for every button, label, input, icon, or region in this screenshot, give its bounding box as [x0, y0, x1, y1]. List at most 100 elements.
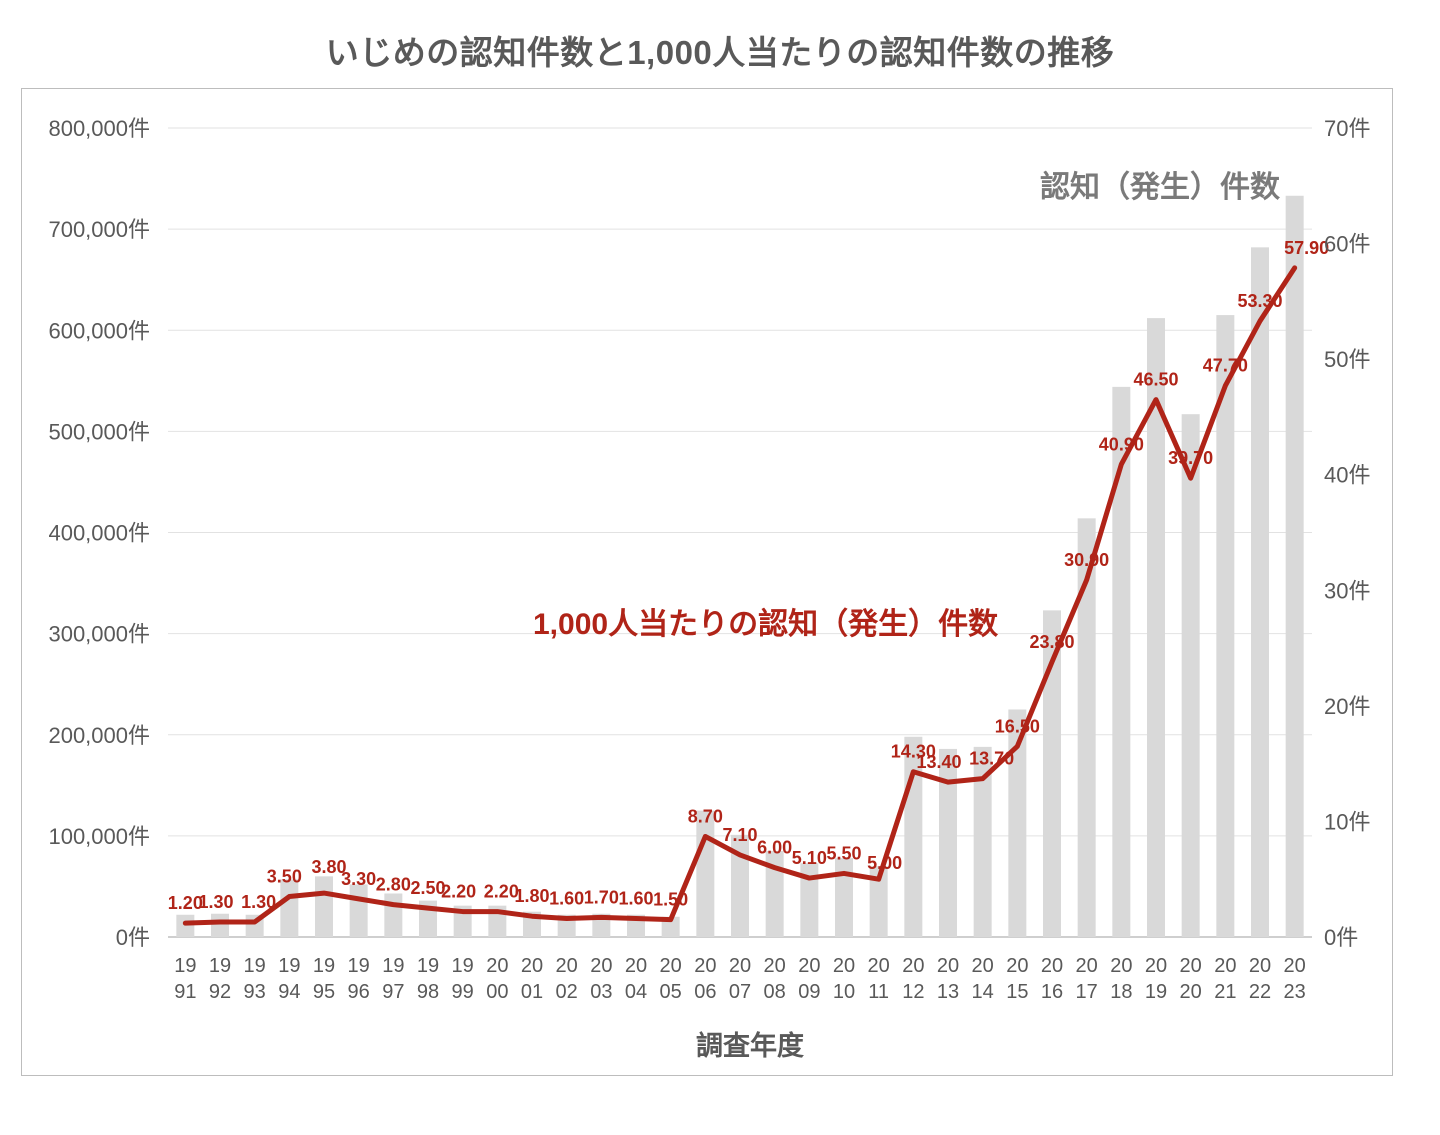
x-axis-label: 20 21 [1214, 955, 1236, 1003]
x-axis-label: 20 12 [902, 955, 924, 1003]
bar [349, 884, 368, 937]
bar [696, 810, 715, 937]
point-label: 23.80 [1029, 632, 1074, 652]
bar [211, 913, 229, 937]
y-axis-label-right: 50件 [1324, 347, 1370, 372]
point-label: 3.80 [311, 857, 346, 877]
x-axis-label: 19 98 [417, 955, 439, 1003]
bar [765, 851, 784, 937]
bar [731, 834, 749, 937]
point-label: 57.90 [1284, 238, 1329, 258]
point-label: 1.80 [514, 886, 549, 906]
y-axis-label-left: 800,000件 [48, 116, 150, 141]
x-axis-label: 20 15 [1006, 955, 1028, 1003]
bar [1077, 518, 1096, 937]
x-axis-label: 20 00 [486, 955, 508, 1003]
point-label: 6.00 [757, 838, 792, 858]
x-axis-label: 20 09 [798, 955, 820, 1003]
bar [869, 866, 888, 937]
y-axis-label-right: 20件 [1324, 694, 1370, 719]
x-axis-label: 19 96 [348, 955, 370, 1003]
point-label: 30.90 [1064, 550, 1109, 570]
x-axis-label: 20 23 [1284, 955, 1306, 1003]
y-axis-label-right: 10件 [1324, 809, 1370, 834]
y-axis-label-left: 700,000件 [48, 217, 150, 242]
bar [280, 879, 299, 937]
x-axis-label: 19 94 [278, 955, 300, 1003]
point-label: 2.20 [484, 882, 519, 902]
point-label: 2.50 [410, 878, 445, 898]
point-label: 16.50 [995, 716, 1040, 736]
y-axis-label-right: 40件 [1324, 463, 1370, 488]
point-label: 39.70 [1168, 448, 1213, 468]
point-label: 2.80 [376, 875, 411, 895]
point-label: 1.70 [584, 887, 619, 907]
y-axis-label-left: 500,000件 [48, 419, 150, 444]
x-axis-label: 20 17 [1076, 955, 1098, 1003]
x-axis-label: 20 20 [1180, 955, 1202, 1003]
y-axis-label-right: 0件 [1324, 925, 1358, 950]
x-axis-label: 20 05 [660, 955, 682, 1003]
bar [1251, 247, 1269, 937]
point-label: 46.50 [1133, 370, 1178, 390]
y-axis-label-left: 0件 [116, 925, 150, 950]
x-axis-label: 19 99 [452, 955, 474, 1003]
series-line [182, 265, 1298, 926]
bar [835, 858, 853, 937]
x-axis-label: 19 95 [313, 955, 335, 1003]
bar [1147, 318, 1165, 937]
point-label: 2.20 [441, 882, 476, 902]
chart-title: いじめの認知件数と1,000人当たりの認知件数の推移 [325, 34, 1115, 71]
y-axis-label-left: 200,000件 [48, 723, 150, 748]
point-label: 1.60 [618, 889, 653, 909]
point-label: 5.50 [826, 843, 861, 863]
x-axis-label: 20 11 [868, 955, 890, 1003]
bar [800, 863, 819, 937]
y-axis-label-left: 400,000件 [48, 521, 150, 546]
y-axis-label-right: 70件 [1324, 116, 1370, 141]
bar-series-label: 認知（発生）件数 [1040, 171, 1280, 204]
y-axis-label-left: 600,000件 [48, 318, 150, 343]
x-axis-label: 19 91 [174, 955, 196, 1003]
point-label: 14.30 [891, 742, 936, 762]
point-label: 1.30 [241, 892, 276, 912]
y-axis-label-right: 60件 [1324, 232, 1370, 257]
x-axis-label: 20 03 [590, 955, 612, 1003]
bar [384, 893, 403, 937]
y-axis-label-right: 30件 [1324, 578, 1370, 603]
point-label: 47.70 [1203, 356, 1248, 376]
point-label: 1.50 [653, 890, 688, 910]
point-label: 1.60 [549, 889, 584, 909]
point-label: 1.20 [168, 893, 203, 913]
x-axis-title: 調査年度 [696, 1031, 804, 1061]
bar [1043, 610, 1061, 937]
bar [1008, 709, 1027, 937]
x-axis-label: 20 16 [1041, 955, 1063, 1003]
point-label: 40.90 [1099, 434, 1144, 454]
point-label: 53.30 [1237, 291, 1282, 311]
y-axis-label-left: 300,000件 [48, 622, 150, 647]
point-label: 13.70 [969, 749, 1014, 769]
bar [973, 746, 992, 937]
x-axis-label: 19 93 [244, 955, 266, 1003]
y-axis-label-left: 100,000件 [48, 824, 150, 849]
x-axis-label: 19 97 [382, 955, 404, 1003]
point-label: 5.10 [792, 848, 827, 868]
point-label: 5.00 [867, 853, 902, 873]
x-axis-label: 20 02 [556, 955, 578, 1003]
x-axis-label: 20 04 [625, 955, 647, 1003]
x-axis-label: 20 06 [694, 955, 716, 1003]
x-axis-label: 20 14 [972, 955, 994, 1003]
bar [1285, 195, 1304, 937]
point-label: 7.10 [722, 825, 757, 845]
bar [1181, 414, 1200, 938]
point-label: 8.70 [688, 806, 723, 826]
x-axis-label: 20 19 [1145, 955, 1167, 1003]
x-axis-label: 20 10 [833, 955, 855, 1003]
x-axis-label: 20 07 [729, 955, 751, 1003]
point-label: 3.50 [267, 867, 302, 887]
x-axis-label: 20 22 [1249, 955, 1271, 1003]
x-axis-label: 19 92 [209, 955, 231, 1003]
bar [939, 748, 957, 937]
